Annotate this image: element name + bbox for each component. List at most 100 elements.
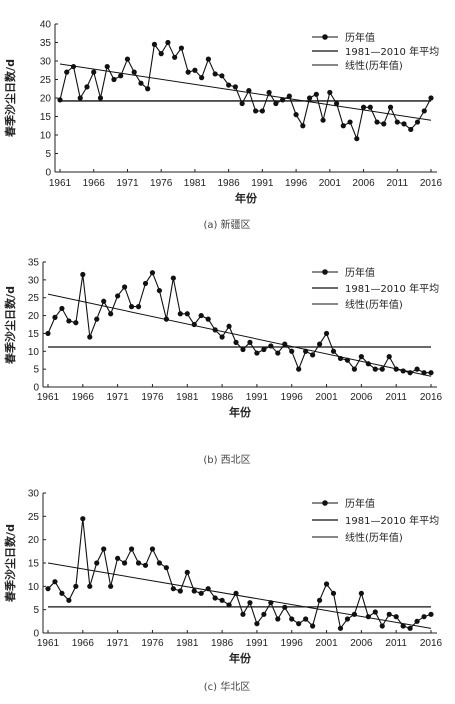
- x-tick-label: 1966: [72, 392, 95, 403]
- data-point: [149, 270, 156, 276]
- data-point: [316, 341, 323, 347]
- data-point: [115, 555, 121, 561]
- data-point: [247, 339, 253, 345]
- legend-label-series: 历年值: [345, 497, 375, 510]
- data-point: [323, 581, 330, 587]
- data-point: [80, 516, 86, 522]
- legend-marker-series: [322, 34, 328, 40]
- data-point: [387, 104, 394, 110]
- data-point: [259, 108, 265, 114]
- data-point: [170, 586, 176, 592]
- data-point: [163, 316, 169, 322]
- data-point: [379, 623, 385, 629]
- x-tick-label: 2001: [319, 178, 342, 189]
- data-point: [101, 298, 107, 304]
- data-point: [178, 45, 185, 51]
- data-point: [337, 625, 344, 631]
- x-axis-label: 年份: [229, 405, 252, 419]
- data-point: [91, 69, 97, 75]
- x-tick-label: 2016: [420, 178, 443, 189]
- data-point: [185, 69, 191, 75]
- y-tick-label: 5: [33, 605, 39, 616]
- data-point: [310, 623, 316, 629]
- data-point: [372, 609, 378, 615]
- data-point: [286, 93, 292, 99]
- data-point: [246, 88, 252, 94]
- y-axis-label: 春季沙尘日数/d: [3, 286, 17, 364]
- data-point: [80, 271, 86, 278]
- x-tick-label: 1976: [150, 178, 173, 189]
- data-point: [365, 361, 371, 367]
- data-point: [407, 370, 413, 376]
- y-tick-label: 5: [33, 365, 39, 376]
- data-point: [293, 112, 299, 118]
- legend-label-trend: 线性(历年值): [345, 531, 403, 544]
- data-point: [142, 562, 149, 568]
- data-point: [296, 366, 302, 372]
- data-point: [128, 546, 135, 552]
- y-tick-label: 10: [28, 582, 40, 593]
- data-point: [367, 104, 373, 110]
- y-tick-label: 10: [40, 131, 52, 142]
- data-point: [135, 304, 142, 310]
- data-point: [414, 618, 420, 624]
- x-tick-label: 1961: [37, 638, 60, 649]
- y-tick-label: 20: [28, 311, 40, 322]
- data-point: [351, 366, 357, 372]
- data-point: [233, 339, 239, 345]
- panel-caption: (c) 华北区: [204, 680, 250, 693]
- data-point: [122, 284, 128, 290]
- data-point: [330, 590, 337, 596]
- data-point: [177, 311, 183, 317]
- data-point: [233, 590, 239, 596]
- data-point: [87, 334, 93, 340]
- data-point: [303, 616, 309, 622]
- legend-label-trend: 线性(历年值): [345, 298, 403, 311]
- data-point: [205, 56, 211, 62]
- data-point: [289, 348, 295, 354]
- data-point: [77, 95, 83, 101]
- data-point: [393, 366, 399, 372]
- data-point: [247, 600, 253, 606]
- data-point: [163, 565, 169, 571]
- data-point: [108, 311, 114, 317]
- data-point: [135, 560, 142, 566]
- x-tick-label: 1961: [49, 178, 72, 189]
- data-point: [268, 600, 274, 606]
- data-point: [282, 604, 288, 610]
- panel-caption: (b) 西北区: [203, 454, 250, 466]
- data-point: [330, 348, 337, 354]
- data-point: [273, 100, 279, 107]
- data-point: [306, 95, 313, 101]
- data-point: [408, 126, 414, 133]
- data-point: [303, 348, 309, 354]
- data-point: [226, 323, 232, 329]
- data-point: [198, 590, 204, 596]
- data-point: [337, 355, 344, 362]
- data-point: [280, 97, 286, 103]
- data-point: [138, 80, 144, 86]
- data-point: [381, 121, 387, 127]
- data-point: [232, 84, 238, 90]
- data-point: [52, 579, 58, 585]
- data-point: [275, 350, 281, 356]
- data-point: [177, 588, 183, 594]
- y-axis-label: 春季沙尘日数/d: [3, 59, 17, 137]
- y-tick-label: 0: [33, 629, 39, 640]
- x-tick-label: 1971: [107, 638, 130, 649]
- data-point: [87, 583, 93, 589]
- data-point: [240, 346, 246, 353]
- data-point: [354, 136, 360, 142]
- data-point: [184, 569, 190, 575]
- data-point: [156, 560, 163, 566]
- data-point: [192, 67, 198, 73]
- data-point: [261, 346, 267, 353]
- data-point: [282, 341, 288, 347]
- data-point: [421, 370, 427, 376]
- x-tick-label: 1966: [83, 178, 106, 189]
- data-point: [111, 76, 117, 83]
- data-point: [45, 586, 51, 592]
- data-point: [393, 614, 399, 620]
- y-tick-label: 25: [28, 293, 40, 304]
